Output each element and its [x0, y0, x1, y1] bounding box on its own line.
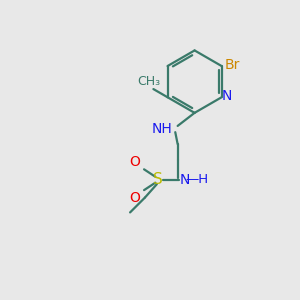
Text: S: S: [153, 172, 163, 187]
Text: —H: —H: [185, 173, 208, 186]
Text: N: N: [180, 173, 190, 187]
Text: N: N: [222, 89, 232, 103]
Text: CH₃: CH₃: [137, 75, 160, 88]
Text: O: O: [130, 190, 141, 205]
Text: Br: Br: [224, 58, 240, 71]
Text: NH: NH: [152, 122, 172, 136]
Text: O: O: [130, 155, 141, 169]
